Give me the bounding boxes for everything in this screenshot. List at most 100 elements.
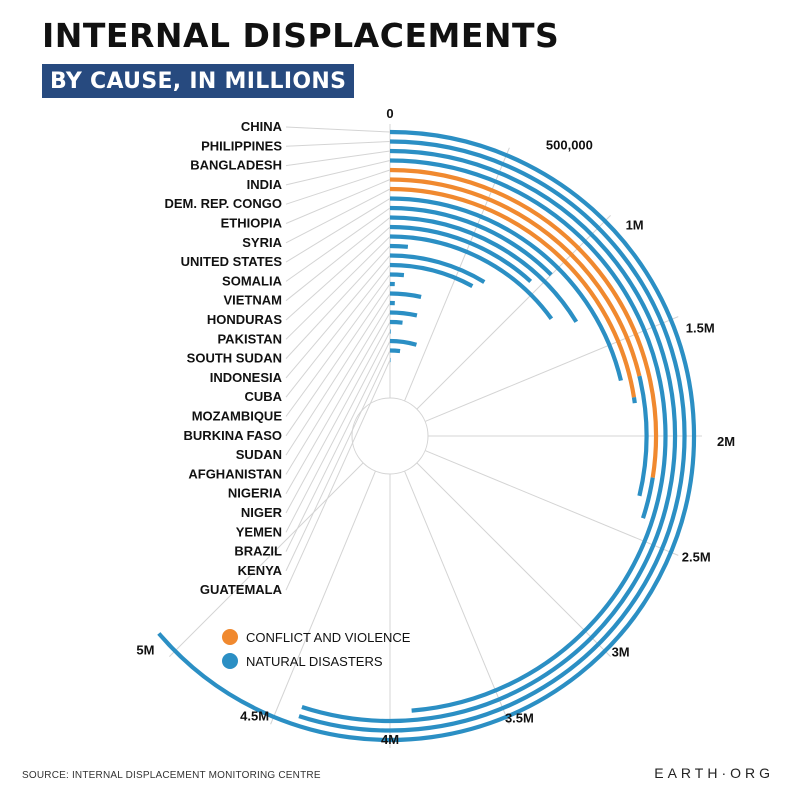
category-label-guatemala: GUATEMALA <box>200 582 283 597</box>
category-labels: CHINA PHILIPPINES BANGLADESH INDIA DEM. REP.… <box>164 119 282 597</box>
brand-logo: EARTH·ORG <box>654 765 774 781</box>
bar-mozambique-natural-disasters <box>389 272 405 278</box>
tick-label: 0 <box>386 106 393 121</box>
leader-line <box>285 340 391 552</box>
leader-line <box>285 359 391 591</box>
bar-dem-rep-congo-conflict-and-violence <box>389 167 659 478</box>
bar-niger-natural-disasters <box>389 319 403 325</box>
category-label-south-sudan: SOUTH SUDAN <box>187 351 282 366</box>
grid-line <box>404 147 510 402</box>
category-label-brazil: BRAZIL <box>234 544 282 559</box>
grid-line <box>424 316 679 422</box>
category-label-somalia: SOMALIA <box>222 273 283 288</box>
tick-label: 4M <box>381 732 399 747</box>
tick-label: 2.5M <box>682 549 711 564</box>
leader-line <box>285 302 391 475</box>
leader-line <box>285 150 391 167</box>
legend-swatch-conflict-and-violence <box>222 629 238 645</box>
grid-line <box>270 470 376 725</box>
tick-label: 3.5M <box>505 710 534 725</box>
category-label-niger: NIGER <box>241 505 283 520</box>
legend: CONFLICT AND VIOLENCE NATURAL DISASTERS <box>222 629 411 669</box>
category-label-ethiopia: ETHIOPIA <box>221 216 283 231</box>
category-label-mozambique: MOZAMBIQUE <box>192 409 283 424</box>
leader-line <box>285 188 391 244</box>
category-label-syria: SYRIA <box>242 235 282 250</box>
leader-line <box>285 217 391 302</box>
category-label-united-states: UNITED STATES <box>181 254 283 269</box>
legend-swatch-natural-disasters <box>222 653 238 669</box>
grid-line <box>416 462 611 657</box>
bar-cuba-natural-disasters <box>389 262 474 288</box>
bar-china-natural-disasters <box>157 129 697 743</box>
leader-line <box>285 126 391 133</box>
leader-line <box>285 321 391 514</box>
bar-brazil-natural-disasters <box>389 338 418 347</box>
grid-line <box>424 450 679 556</box>
bar-sudan-natural-disasters <box>389 291 422 299</box>
tick-label: 1.5M <box>686 321 715 336</box>
chart-title: INTERNAL DISPLACEMENTS <box>42 16 560 55</box>
leader-line <box>285 245 391 359</box>
legend-label-conflict-and-violence: CONFLICT AND VIOLENCE <box>246 630 411 645</box>
bar-south-sudan-natural-disasters <box>389 243 409 249</box>
category-label-dem-rep-congo: DEM. REP. CONGO <box>164 196 282 211</box>
bar-syria-conflict-and-violence <box>389 186 637 398</box>
tick-label: 5M <box>136 643 154 658</box>
bar-united-states-natural-disasters <box>389 196 623 382</box>
category-label-vietnam: VIETNAM <box>224 293 283 308</box>
leader-line <box>285 207 391 282</box>
leader-line <box>285 141 391 147</box>
grid-line <box>404 470 510 725</box>
bar-arcs <box>157 129 697 743</box>
category-label-kenya: KENYA <box>238 563 283 578</box>
leader-line <box>285 179 391 224</box>
leader-line <box>285 331 391 533</box>
inner-circle <box>351 397 429 475</box>
leader-line <box>285 283 391 437</box>
bar-vietnam-natural-disasters <box>389 215 579 323</box>
bar-nigeria-natural-disasters <box>389 310 418 318</box>
bar-honduras-natural-disasters <box>389 224 533 283</box>
leader-line <box>285 293 391 456</box>
category-label-bangladesh: BANGLADESH <box>190 158 282 173</box>
axis-ticks: 0 500,000 1M 1.5M 2M 2.5M 3M 3.5M 4M 4.5M 5M <box>136 106 735 747</box>
bar-ethiopia-natural-disasters <box>637 375 649 497</box>
leader-line <box>285 350 391 572</box>
bar-dem-rep-congo-natural-disasters <box>640 477 655 519</box>
tick-label: 2M <box>717 434 735 449</box>
bar-ethiopia-conflict-and-violence <box>389 177 642 377</box>
category-label-philippines: PHILIPPINES <box>201 138 282 153</box>
category-label-pakistan: PAKISTAN <box>217 331 282 346</box>
bar-philippines-natural-disasters <box>298 139 687 733</box>
bar-indonesia-natural-disasters <box>389 253 486 284</box>
bar-india-natural-disasters <box>389 158 668 713</box>
tick-label: 3M <box>612 645 630 660</box>
category-label-afghanistan: AFGHANISTAN <box>188 466 282 481</box>
bar-kenya-natural-disasters <box>389 348 401 354</box>
tick-label: 1M <box>626 217 644 232</box>
bar-somalia-natural-disasters <box>389 205 553 277</box>
category-label-nigeria: NIGERIA <box>228 486 283 501</box>
bar-pakistan-natural-disasters <box>389 234 554 320</box>
leader-line <box>285 274 391 417</box>
bar-syria-natural-disasters <box>631 397 637 404</box>
category-label-china: CHINA <box>241 119 283 134</box>
grid-line <box>169 462 364 657</box>
leader-line <box>285 236 391 340</box>
category-label-burkina-faso: BURKINA FASO <box>184 428 282 443</box>
category-label-india: INDIA <box>247 177 283 192</box>
leader-line <box>285 169 391 205</box>
category-label-yemen: YEMEN <box>236 524 282 539</box>
leader-line <box>285 312 391 494</box>
leader-line <box>285 264 391 398</box>
category-label-indonesia: INDONESIA <box>210 370 283 385</box>
category-label-cuba: CUBA <box>244 389 282 404</box>
legend-label-natural-disasters: NATURAL DISASTERS <box>246 654 383 669</box>
tick-label: 500,000 <box>546 138 593 153</box>
category-label-sudan: SUDAN <box>236 447 282 462</box>
leader-line <box>285 255 391 379</box>
tick-label: 4.5M <box>240 708 269 723</box>
chart-subtitle: BY CAUSE, IN MILLIONS <box>42 64 355 98</box>
